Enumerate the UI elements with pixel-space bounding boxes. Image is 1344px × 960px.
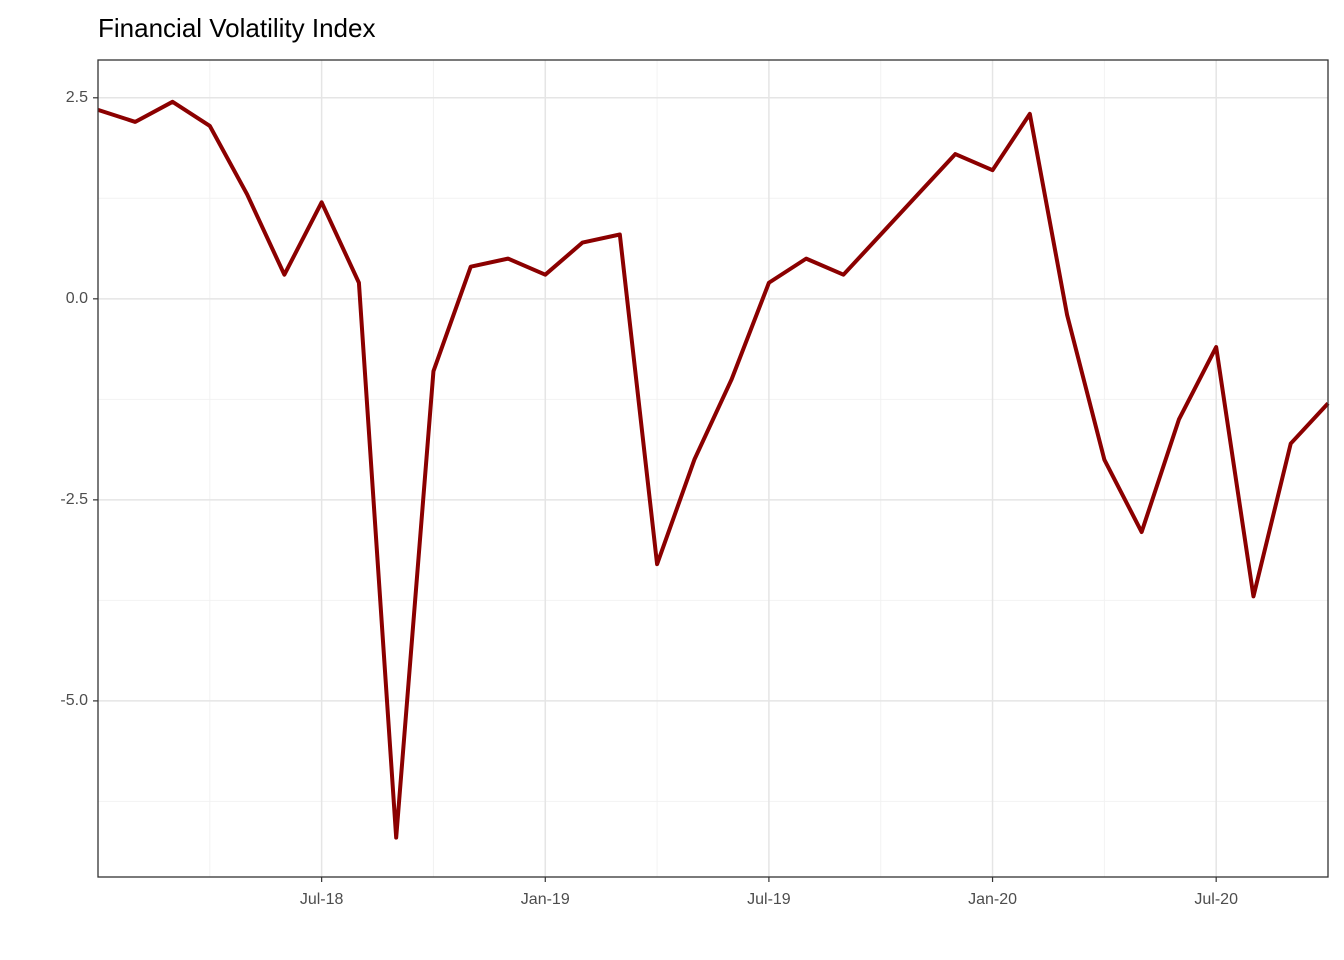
plot-border bbox=[97, 59, 1329, 878]
x-tick-label: Jan-19 bbox=[521, 891, 570, 908]
y-tick-label: -5.0 bbox=[60, 692, 88, 709]
x-tick-label: Jul-20 bbox=[1194, 891, 1238, 908]
x-tick-label: Jul-18 bbox=[300, 891, 344, 908]
plot-background bbox=[98, 60, 1328, 877]
data-line bbox=[97, 99, 1330, 840]
chart-title: Financial Volatility Index bbox=[98, 13, 375, 43]
y-tick-label: 0.0 bbox=[66, 290, 88, 307]
y-tick-label: -2.5 bbox=[60, 491, 88, 508]
y-tick-label: 2.5 bbox=[66, 89, 88, 106]
x-tick-label: Jan-20 bbox=[968, 891, 1017, 908]
x-tick-label: Jul-19 bbox=[747, 891, 791, 908]
